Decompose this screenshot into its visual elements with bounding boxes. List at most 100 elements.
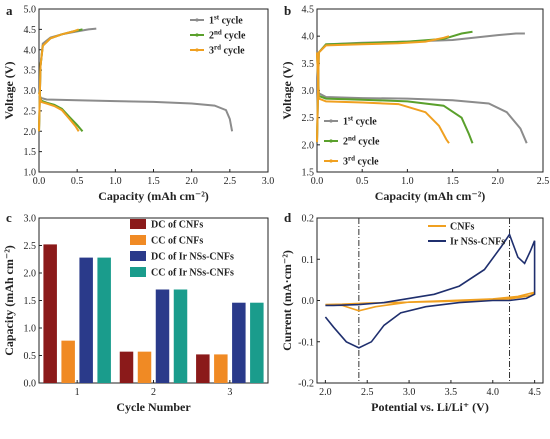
y-tick-label: 2.5 — [24, 106, 37, 117]
y-tick-label: 1.0 — [24, 168, 37, 179]
x-tick-label: 3.5 — [445, 387, 458, 398]
x-tick-label: 0.0 — [311, 176, 324, 187]
bar — [196, 354, 210, 383]
y-tick-label: 3.0 — [24, 214, 37, 225]
legend-marker — [329, 119, 333, 123]
x-axis-label: Capacity (mAh cm⁻²) — [375, 189, 486, 203]
x-tick-label: 2.5 — [361, 387, 374, 398]
panel-letter: b — [284, 3, 291, 18]
discharge-curve — [38, 92, 84, 132]
x-axis-label: Cycle Number — [116, 400, 191, 414]
panel-b-voltage-profile: b Capacity (mAh cm⁻²) Voltage (V) 1.5 2.0 2.5… — [280, 3, 549, 203]
y-tick-label: 3.0 — [24, 86, 37, 97]
y-axis-label: Voltage (V) — [2, 62, 16, 120]
y-tick-label: 2.5 — [24, 241, 37, 252]
bar — [97, 257, 111, 383]
bar — [173, 289, 188, 383]
y-tick-label: 4.0 — [24, 45, 37, 56]
legend-label: CC of Ir NSs-CNFs — [151, 268, 234, 279]
x-tick-label: 3 — [227, 387, 232, 398]
charge-curve — [316, 30, 473, 143]
panel-letter: d — [284, 210, 292, 225]
legend-label: 1st cycle — [343, 115, 377, 128]
discharge-curve — [38, 92, 80, 132]
x-tick-label: 2.0 — [492, 176, 505, 187]
legend-marker — [329, 139, 333, 143]
legend-swatch — [130, 251, 146, 261]
charge-curve — [316, 32, 525, 143]
x-axis-label: Capacity (mAh cm⁻²) — [98, 189, 209, 203]
x-tick-label: 1 — [75, 387, 80, 398]
discharge-curve — [316, 52, 474, 144]
legend-label: 3rd cycle — [209, 44, 245, 57]
x-tick-label: 0.0 — [33, 176, 46, 187]
legend-label: DC of Ir NSs-CNFs — [151, 252, 234, 263]
bar — [61, 340, 75, 383]
legend-marker — [195, 48, 199, 52]
legend-label: CC of CNFs — [151, 236, 203, 247]
y-tick-label: 0.2 — [302, 214, 315, 225]
y-axis-label: Current (mA·cm⁻²) — [280, 250, 294, 351]
legend-label: 2nd cycle — [209, 29, 246, 42]
x-tick-label: 1.5 — [446, 176, 459, 187]
y-tick-label: 2.0 — [24, 269, 37, 280]
legend-swatch — [130, 219, 146, 229]
x-tick-label: 2.5 — [224, 176, 237, 187]
x-tick-label: 2.0 — [319, 387, 332, 398]
legend-label: 3rd cycle — [343, 155, 379, 168]
y-tick-label: 1.5 — [24, 147, 37, 158]
y-tick-label: 1.5 — [24, 296, 37, 307]
charge-curve — [316, 35, 450, 143]
legend-marker — [195, 18, 199, 22]
legend-swatch — [130, 267, 146, 277]
y-tick-label: 1.5 — [302, 168, 315, 179]
x-tick-label: 1.0 — [109, 176, 122, 187]
x-tick-label: 2.0 — [185, 176, 198, 187]
y-tick-label: 3.5 — [302, 59, 315, 70]
y-tick-label: 5.0 — [24, 5, 37, 16]
panel-letter: a — [6, 3, 13, 18]
x-tick-label: 0.5 — [356, 176, 369, 187]
cv-curve — [324, 232, 536, 349]
y-tick-label: 3.5 — [24, 66, 37, 77]
bar — [137, 351, 152, 383]
y-tick-label: 0.1 — [302, 255, 315, 266]
bar — [79, 257, 93, 383]
x-tick-label: 3.0 — [262, 176, 275, 187]
bar — [250, 302, 264, 383]
panel-letter: c — [6, 210, 12, 225]
y-tick-label: 3.0 — [302, 86, 315, 97]
x-axis-label: Potential vs. Li/Li⁺ (V) — [371, 400, 489, 414]
y-tick-label: 1.0 — [24, 324, 37, 335]
legend-label: CNFs — [450, 222, 475, 233]
y-tick-label: 2.0 — [24, 127, 37, 138]
bar — [119, 351, 134, 383]
y-tick-label: 0.0 — [24, 379, 37, 390]
charge-curve — [38, 28, 83, 132]
charge-curve — [38, 28, 80, 132]
x-tick-label: 0.5 — [71, 176, 84, 187]
y-tick-label: 4.0 — [302, 32, 315, 43]
y-axis-label: Voltage (V) — [280, 62, 294, 120]
y-tick-label: 0.5 — [24, 351, 37, 362]
legend-label: 1st cycle — [209, 14, 243, 27]
y-tick-label: -0.1 — [298, 337, 314, 348]
panel-a-voltage-profile: a Capacity (mAh cm⁻²) Voltage (V) 1.0 1.5 2.0… — [2, 3, 274, 203]
y-tick-label: 4.5 — [302, 5, 315, 16]
y-tick-label: 2.5 — [302, 113, 315, 124]
legend-label: Ir NSs-CNFs — [450, 237, 505, 248]
bar — [155, 289, 170, 383]
legend-marker — [195, 33, 199, 37]
panel-c-capacity-bars: c Cycle Number Capacity (mAh cm⁻²) 0.0 0.5 1.… — [2, 210, 269, 414]
discharge-curve — [316, 49, 528, 144]
y-axis-label: Capacity (mAh cm⁻²) — [2, 245, 16, 356]
legend-marker — [329, 159, 333, 163]
x-tick-label: 2.5 — [537, 176, 550, 187]
y-tick-label: 2.0 — [302, 140, 315, 151]
y-tick-label: -0.2 — [298, 379, 314, 390]
x-tick-label: 4.0 — [487, 387, 500, 398]
panel-d-cv-curve: d Potential vs. Li/Li⁺ (V) Current (mA·cm⁻… — [280, 210, 544, 414]
legend-swatch — [130, 235, 146, 245]
y-tick-label: 4.5 — [24, 25, 37, 36]
